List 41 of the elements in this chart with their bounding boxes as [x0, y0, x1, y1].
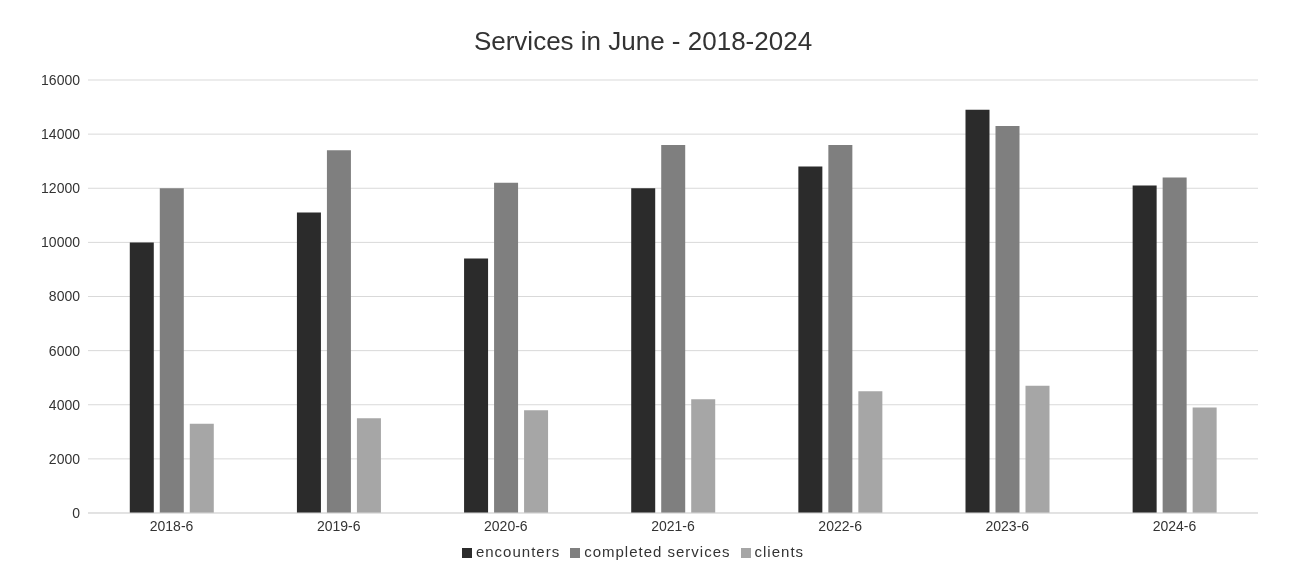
bar [965, 109, 990, 513]
bar [995, 126, 1020, 513]
legend-label: clients [754, 543, 805, 560]
y-tick-label: 4000 [48, 396, 81, 413]
bar [828, 144, 853, 513]
bar [494, 182, 519, 513]
y-tick-label: 8000 [48, 288, 81, 305]
bar [296, 212, 321, 513]
legend-label: completed services [584, 543, 731, 560]
x-tick-label: 2018-6 [149, 517, 194, 534]
x-tick-label: 2021-6 [651, 517, 696, 534]
x-tick-label: 2022-6 [818, 517, 863, 534]
x-tick-label: 2020-6 [484, 517, 528, 534]
y-tick-label: 10000 [41, 234, 81, 251]
bar [858, 391, 883, 513]
y-tick-label: 6000 [48, 342, 81, 359]
y-tick-label: 16000 [41, 71, 81, 88]
bar [356, 418, 381, 513]
bar [798, 166, 823, 513]
y-tick-label: 2000 [48, 450, 81, 467]
bar [1162, 177, 1187, 513]
y-tick-label: 12000 [41, 180, 81, 197]
bar [691, 399, 716, 513]
bar [189, 423, 214, 513]
bar [1192, 407, 1217, 513]
bar [129, 242, 154, 513]
chart-title: Services in June - 2018-2024 [472, 25, 814, 58]
legend-label: encounters [475, 543, 561, 560]
x-tick-label: 2024-6 [1152, 517, 1197, 534]
bar [631, 188, 656, 513]
y-tick-label: 0 [72, 504, 81, 521]
x-tick-label: 2019-6 [316, 517, 361, 534]
bar [1025, 385, 1050, 513]
bar [1132, 185, 1157, 513]
y-tick-label: 14000 [41, 126, 81, 143]
bar [464, 258, 489, 513]
bar [661, 144, 686, 513]
x-tick-label: 2023-6 [985, 517, 1030, 534]
bar [326, 150, 351, 513]
bar [159, 188, 184, 513]
bar [524, 410, 549, 513]
